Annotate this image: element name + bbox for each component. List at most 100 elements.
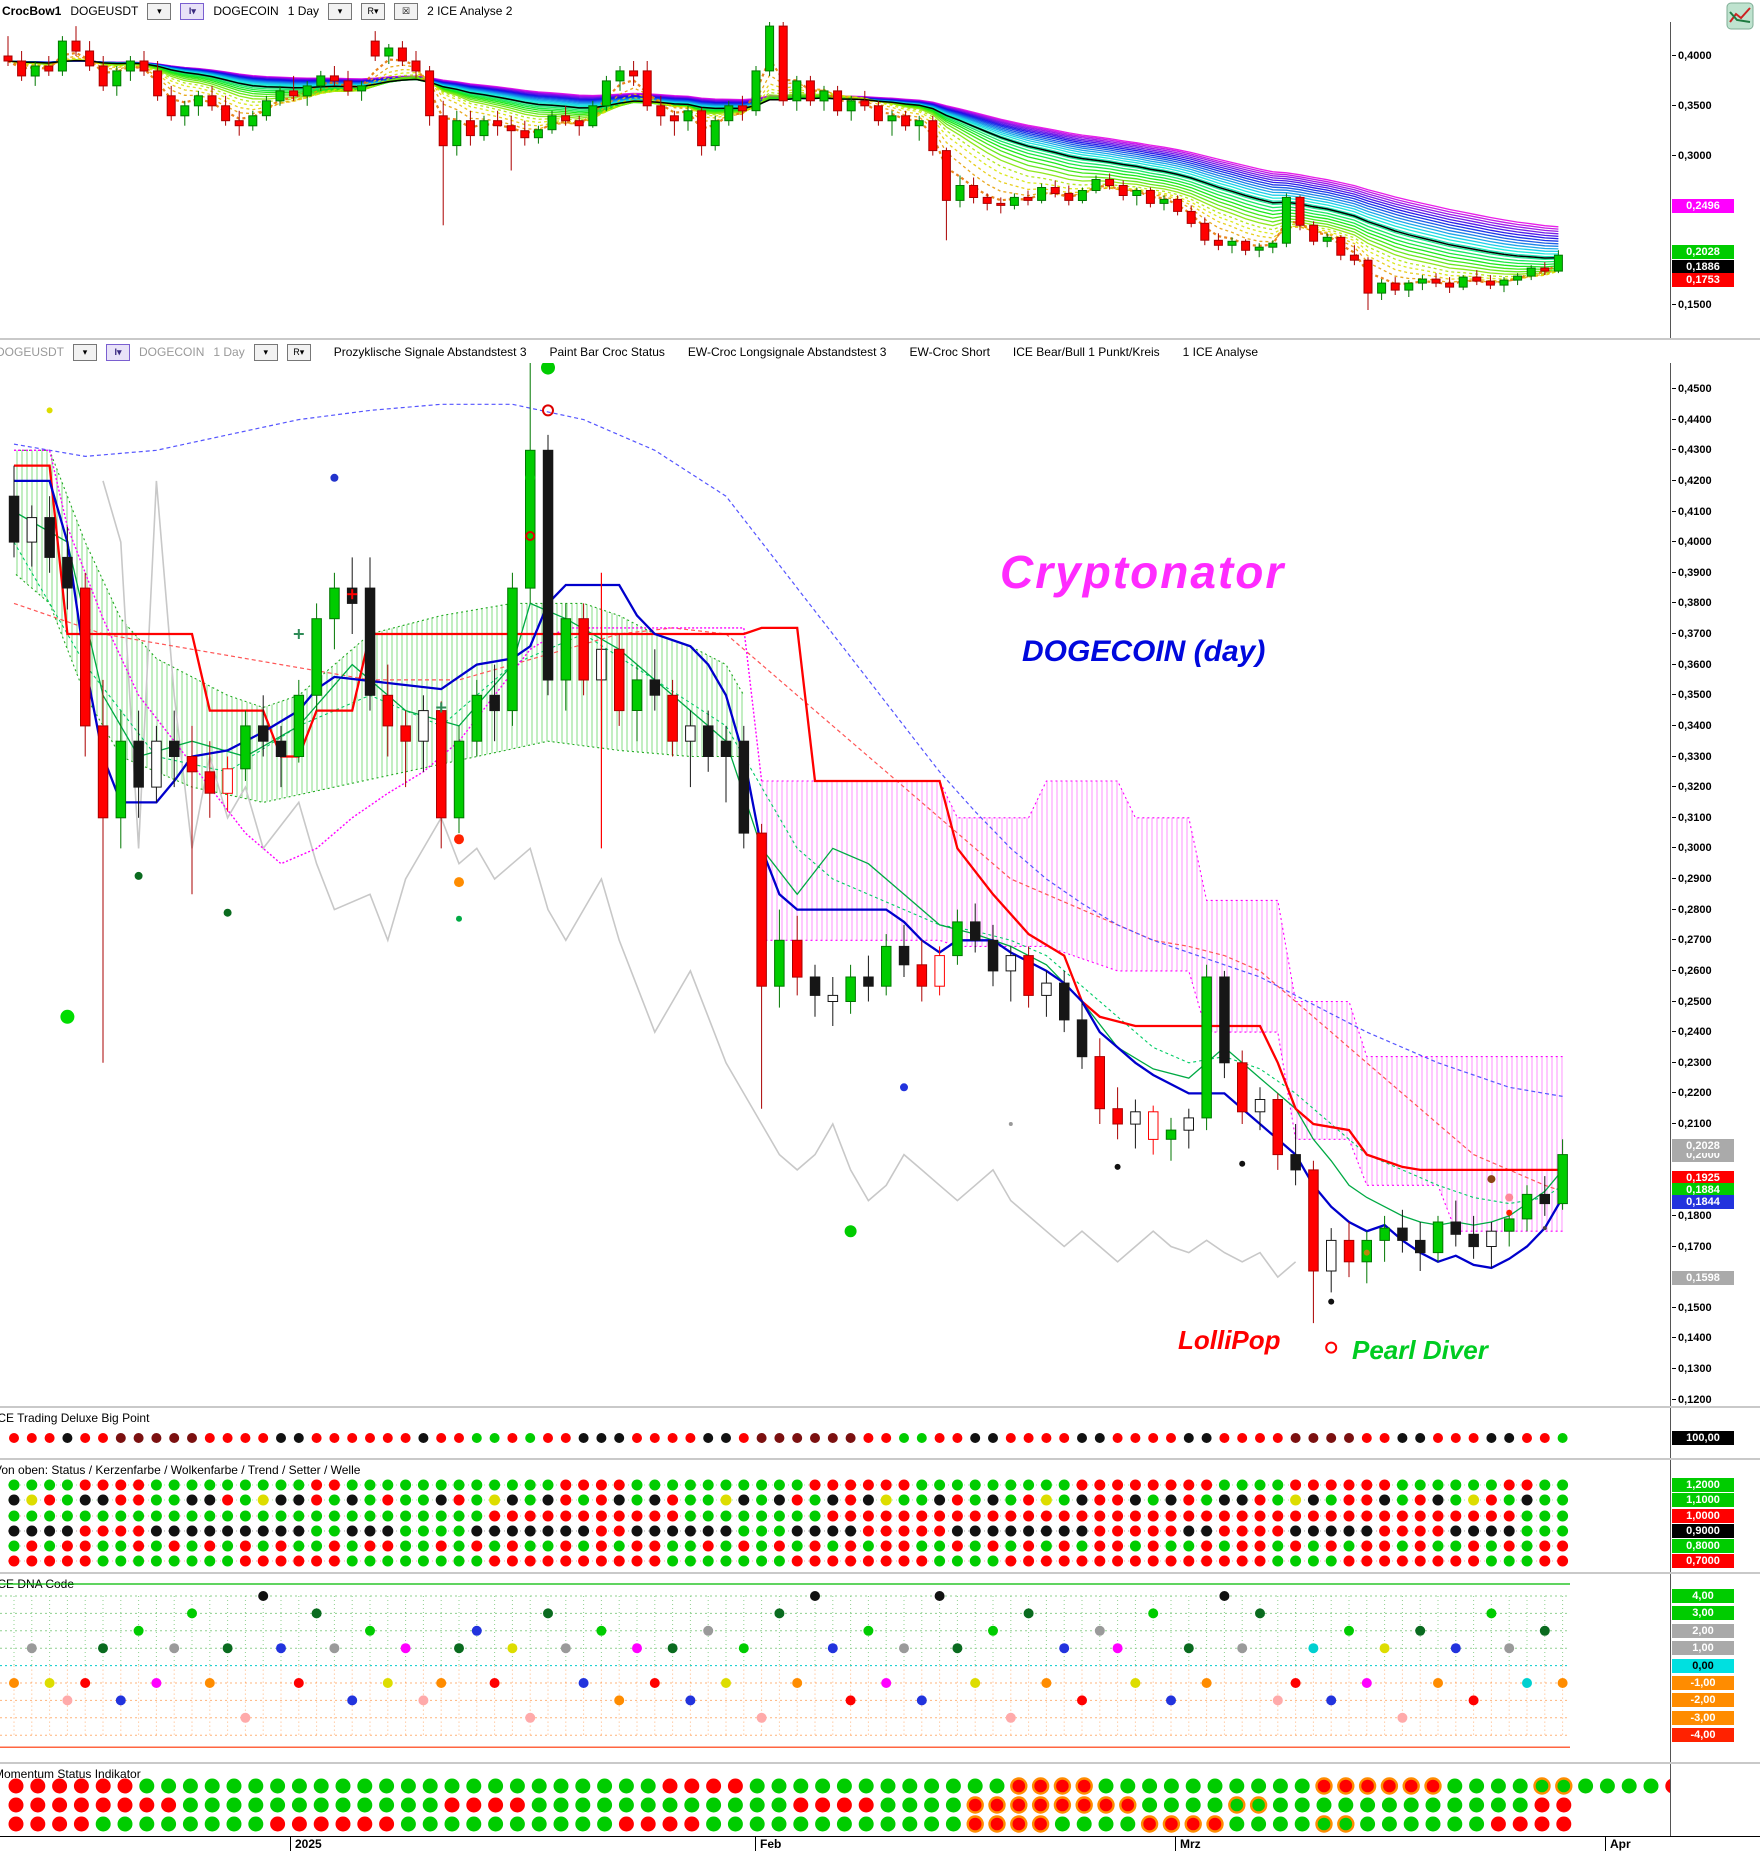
status-dot (435, 1540, 447, 1552)
main-chart-canvas[interactable] (0, 363, 1670, 1406)
status-dot (531, 1797, 547, 1813)
candle-body (289, 90, 299, 97)
price-tick: 0,2800 (1672, 903, 1712, 916)
checkbox-button[interactable]: ☒ (394, 2, 419, 20)
status-dot (471, 1479, 483, 1491)
status-dot (98, 1433, 108, 1443)
dna-dot (204, 1678, 215, 1688)
status-dot (61, 1540, 73, 1552)
indicator-menu-item-2[interactable]: Paint Bar Croc Status (549, 345, 665, 359)
range-dropdown-button[interactable]: R▾ (361, 2, 386, 20)
dna-dot (703, 1625, 714, 1636)
status-dot (73, 1778, 89, 1794)
symbol-dropdown-button[interactable]: ▾ (147, 2, 172, 20)
candle-body (471, 694, 483, 742)
panel-divider[interactable] (0, 1762, 1760, 1764)
candle-body (720, 740, 732, 758)
dna-dot (169, 1643, 180, 1654)
status-dot (1272, 1540, 1284, 1552)
panel-divider[interactable] (0, 1572, 1760, 1574)
status-dot (226, 1797, 242, 1813)
status-dot (489, 1510, 501, 1522)
candle-body (1390, 282, 1400, 291)
dna-dot (596, 1625, 607, 1636)
status-dot (1539, 1494, 1551, 1506)
status-dot (1621, 1778, 1637, 1794)
candle-body (1227, 240, 1237, 246)
period-dropdown-button[interactable]: ▾ (253, 343, 278, 361)
status-dot (44, 1510, 56, 1522)
status-dot (969, 1525, 981, 1537)
dna-code-axis: 4,00 3,00 2,00 1,00 0,00 -1,00 -2,00 -3,00 -4,00 (1670, 1574, 1760, 1762)
panel-divider[interactable] (0, 1458, 1760, 1460)
indicator-menu-item-4[interactable]: EW-Croc Short (909, 345, 990, 359)
candle-body (887, 115, 897, 122)
price-tick: 0,3000 (1672, 842, 1712, 855)
big-point-canvas[interactable] (0, 1408, 1670, 1458)
candle-body (649, 679, 661, 696)
candle-body (316, 75, 326, 87)
status-dot (133, 1479, 145, 1491)
status-dot (862, 1479, 874, 1491)
status-dot (1058, 1525, 1070, 1537)
status-dot (1503, 1479, 1515, 1491)
status-dot (845, 1433, 856, 1443)
status-dot (239, 1540, 251, 1552)
momentum-canvas[interactable] (0, 1764, 1670, 1836)
status-dot (542, 1555, 554, 1567)
status-dot (667, 1525, 679, 1537)
top-chart-canvas[interactable] (0, 22, 1670, 338)
dna-dot (1201, 1678, 1212, 1688)
dna-dot (400, 1643, 411, 1654)
status-dot (1218, 1479, 1230, 1491)
dna-code-canvas[interactable] (0, 1574, 1670, 1762)
status-dot (684, 1494, 696, 1506)
status-dot (329, 1433, 340, 1443)
status-dot (613, 1540, 625, 1552)
signal-dot (1114, 1163, 1121, 1170)
status-dot (466, 1778, 482, 1794)
dna-dot (721, 1678, 731, 1688)
signal-dot (1487, 1175, 1496, 1184)
candle-body (710, 120, 720, 147)
red-line (14, 464, 1563, 1172)
status-dot (1097, 1796, 1115, 1814)
range-dropdown-button[interactable]: R▾ (286, 343, 311, 361)
candle-body (1557, 1154, 1568, 1205)
status-dot (1094, 1433, 1105, 1443)
status-dot (773, 1494, 785, 1506)
status-dot (382, 1433, 393, 1443)
status-dot (1147, 1540, 1159, 1552)
indicator-menu-item-3[interactable]: EW-Croc Longsignale Abstandstest 3 (687, 345, 887, 359)
indicator-menu-item-5[interactable]: ICE Bear/Bull 1 Punkt/Kreis (1012, 345, 1160, 359)
interval-dropdown-button[interactable]: I▾ (180, 2, 205, 20)
symbol-dropdown-button[interactable]: ▾ (73, 343, 98, 361)
candle-body (98, 65, 108, 87)
candle-body (860, 100, 870, 107)
status-dot (862, 1555, 874, 1567)
status-dot (614, 1433, 625, 1443)
status-dot (150, 1540, 162, 1552)
panel-divider[interactable] (0, 338, 1760, 340)
status-dot (575, 1797, 591, 1813)
status-dot (169, 1433, 180, 1443)
chart-widget-icon[interactable] (1726, 2, 1754, 30)
status-dot (809, 1494, 821, 1506)
status-dot (649, 1540, 661, 1552)
status-dot (1403, 1797, 1419, 1813)
status-dot (400, 1540, 412, 1552)
candle-body (357, 85, 367, 92)
status-rows-canvas[interactable] (0, 1460, 1670, 1572)
status-dot (649, 1510, 661, 1522)
status-dot (560, 1540, 572, 1552)
candle-body (115, 740, 127, 819)
indicator-menu-item-6[interactable]: 1 ICE Analyse (1182, 345, 1259, 359)
interval-dropdown-button[interactable]: I▾ (106, 343, 131, 361)
candle-body (151, 740, 162, 788)
period-dropdown-button[interactable]: ▾ (328, 2, 353, 20)
status-dot (275, 1555, 287, 1567)
status-dot (1290, 1540, 1302, 1552)
indicator-menu-item-1[interactable]: Prozyklische Signale Abstandstest 3 (333, 345, 527, 359)
candle-body (370, 40, 380, 57)
panel-divider[interactable] (0, 1406, 1760, 1408)
